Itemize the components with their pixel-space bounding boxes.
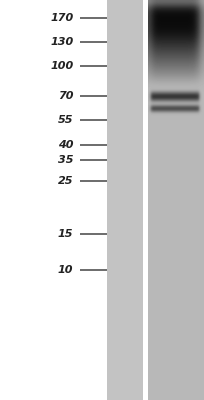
Text: 25: 25 (58, 176, 73, 186)
Text: 40: 40 (58, 140, 73, 150)
Text: 10: 10 (58, 265, 73, 275)
Text: 70: 70 (58, 91, 73, 101)
Text: 15: 15 (58, 229, 73, 239)
Bar (0, 0, 107, 400)
Bar (143, 0, 148, 400)
Bar (107, 0, 143, 400)
Bar (143, 0, 148, 400)
Text: 35: 35 (58, 155, 73, 165)
Text: 55: 55 (58, 115, 73, 125)
Text: 130: 130 (50, 37, 73, 47)
Text: 170: 170 (50, 13, 73, 23)
Text: 100: 100 (50, 61, 73, 71)
Bar (107, 0, 143, 400)
